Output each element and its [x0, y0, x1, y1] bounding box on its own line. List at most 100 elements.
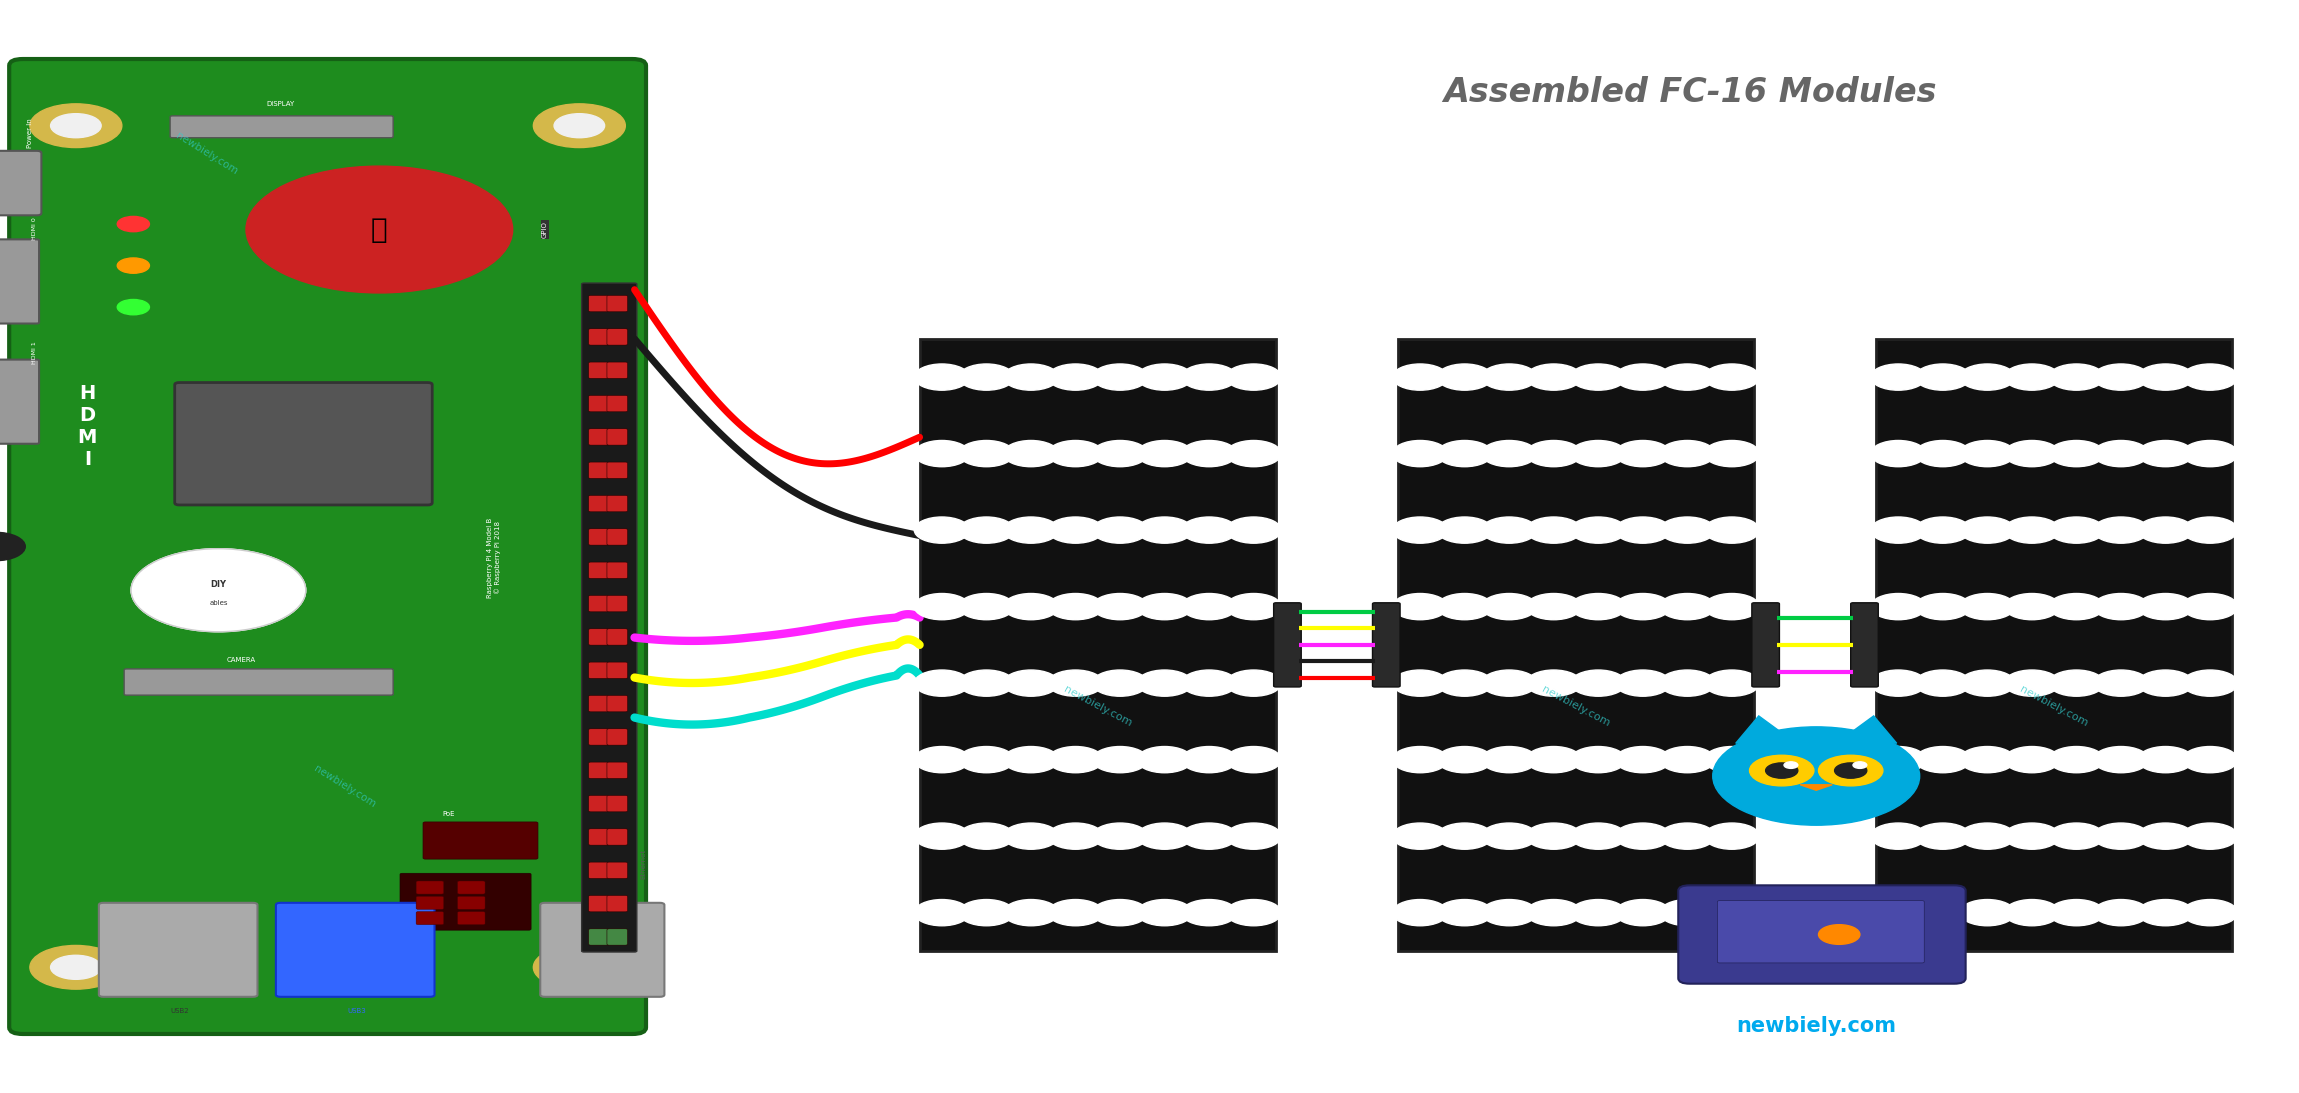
- Circle shape: [1437, 900, 1492, 926]
- Circle shape: [1819, 925, 1860, 944]
- Circle shape: [533, 945, 625, 989]
- Circle shape: [959, 747, 1014, 773]
- Text: H
D
M
I: H D M I: [78, 384, 97, 469]
- Circle shape: [1393, 747, 1448, 773]
- Text: USB3: USB3: [347, 1008, 366, 1013]
- Circle shape: [1048, 900, 1104, 926]
- Circle shape: [959, 823, 1014, 849]
- Circle shape: [2094, 440, 2150, 467]
- FancyBboxPatch shape: [607, 895, 628, 912]
- Text: newbiely.com: newbiely.com: [1062, 684, 1133, 728]
- Circle shape: [959, 440, 1014, 467]
- Circle shape: [1048, 747, 1104, 773]
- Circle shape: [1853, 762, 1867, 768]
- FancyBboxPatch shape: [589, 662, 609, 679]
- Circle shape: [1616, 517, 1671, 543]
- Bar: [920, 339, 1276, 951]
- Circle shape: [1225, 823, 1281, 849]
- FancyBboxPatch shape: [607, 796, 628, 812]
- Text: 🍓: 🍓: [370, 215, 389, 244]
- Text: newbiely.com: newbiely.com: [1540, 684, 1612, 728]
- FancyBboxPatch shape: [458, 912, 485, 925]
- Circle shape: [1225, 900, 1281, 926]
- Circle shape: [1393, 900, 1448, 926]
- FancyBboxPatch shape: [589, 628, 609, 645]
- Circle shape: [1092, 593, 1147, 620]
- FancyBboxPatch shape: [540, 903, 664, 997]
- Circle shape: [1002, 747, 1058, 773]
- Circle shape: [1092, 670, 1147, 696]
- Circle shape: [51, 114, 101, 138]
- Circle shape: [959, 593, 1014, 620]
- FancyBboxPatch shape: [589, 729, 609, 745]
- Circle shape: [1527, 900, 1582, 926]
- FancyBboxPatch shape: [589, 895, 609, 912]
- Text: Assembled FC-16 Modules: Assembled FC-16 Modules: [1444, 77, 1936, 109]
- Text: PoE: PoE: [441, 811, 455, 818]
- Circle shape: [1915, 364, 1970, 390]
- Circle shape: [1002, 517, 1058, 543]
- Circle shape: [2048, 593, 2104, 620]
- Circle shape: [1704, 364, 1759, 390]
- Circle shape: [2138, 440, 2193, 467]
- Circle shape: [1225, 593, 1281, 620]
- Circle shape: [1092, 364, 1147, 390]
- FancyBboxPatch shape: [589, 396, 609, 412]
- Circle shape: [1225, 364, 1281, 390]
- Circle shape: [1481, 593, 1536, 620]
- FancyBboxPatch shape: [607, 862, 628, 879]
- Circle shape: [2005, 900, 2060, 926]
- FancyBboxPatch shape: [607, 596, 628, 612]
- Circle shape: [1437, 440, 1492, 467]
- Circle shape: [1527, 364, 1582, 390]
- Circle shape: [1092, 440, 1147, 467]
- Circle shape: [1570, 517, 1625, 543]
- Circle shape: [1704, 440, 1759, 467]
- Circle shape: [1570, 593, 1625, 620]
- Circle shape: [1437, 823, 1492, 849]
- FancyBboxPatch shape: [589, 462, 609, 479]
- FancyBboxPatch shape: [607, 362, 628, 378]
- Circle shape: [1182, 593, 1237, 620]
- FancyBboxPatch shape: [170, 116, 393, 138]
- Circle shape: [1138, 823, 1193, 849]
- FancyBboxPatch shape: [607, 628, 628, 645]
- Circle shape: [1570, 364, 1625, 390]
- Circle shape: [1527, 593, 1582, 620]
- FancyBboxPatch shape: [1373, 603, 1400, 687]
- Text: J14: J14: [421, 883, 430, 888]
- FancyBboxPatch shape: [0, 239, 39, 324]
- FancyBboxPatch shape: [589, 762, 609, 778]
- FancyBboxPatch shape: [458, 881, 485, 894]
- Circle shape: [1138, 747, 1193, 773]
- Circle shape: [131, 549, 306, 632]
- Circle shape: [1704, 517, 1759, 543]
- Circle shape: [2138, 747, 2193, 773]
- Circle shape: [1527, 517, 1582, 543]
- Circle shape: [2048, 364, 2104, 390]
- FancyBboxPatch shape: [607, 329, 628, 345]
- Text: newbiely.com: newbiely.com: [2019, 684, 2090, 728]
- Circle shape: [2182, 823, 2237, 849]
- Circle shape: [1182, 747, 1237, 773]
- Circle shape: [959, 364, 1014, 390]
- FancyBboxPatch shape: [1678, 885, 1966, 984]
- Circle shape: [1959, 440, 2014, 467]
- FancyBboxPatch shape: [175, 383, 432, 505]
- Circle shape: [2005, 747, 2060, 773]
- Circle shape: [915, 670, 970, 696]
- FancyBboxPatch shape: [589, 562, 609, 578]
- Circle shape: [1959, 593, 2014, 620]
- Polygon shape: [1736, 716, 1789, 743]
- Circle shape: [1437, 364, 1492, 390]
- Text: Power In: Power In: [28, 118, 32, 148]
- Text: HDMI 0: HDMI 0: [32, 218, 37, 240]
- Circle shape: [1959, 364, 2014, 390]
- Circle shape: [1437, 517, 1492, 543]
- Circle shape: [1138, 900, 1193, 926]
- FancyBboxPatch shape: [1274, 603, 1301, 687]
- Circle shape: [30, 945, 122, 989]
- Circle shape: [1437, 593, 1492, 620]
- FancyBboxPatch shape: [589, 529, 609, 545]
- Circle shape: [2048, 670, 2104, 696]
